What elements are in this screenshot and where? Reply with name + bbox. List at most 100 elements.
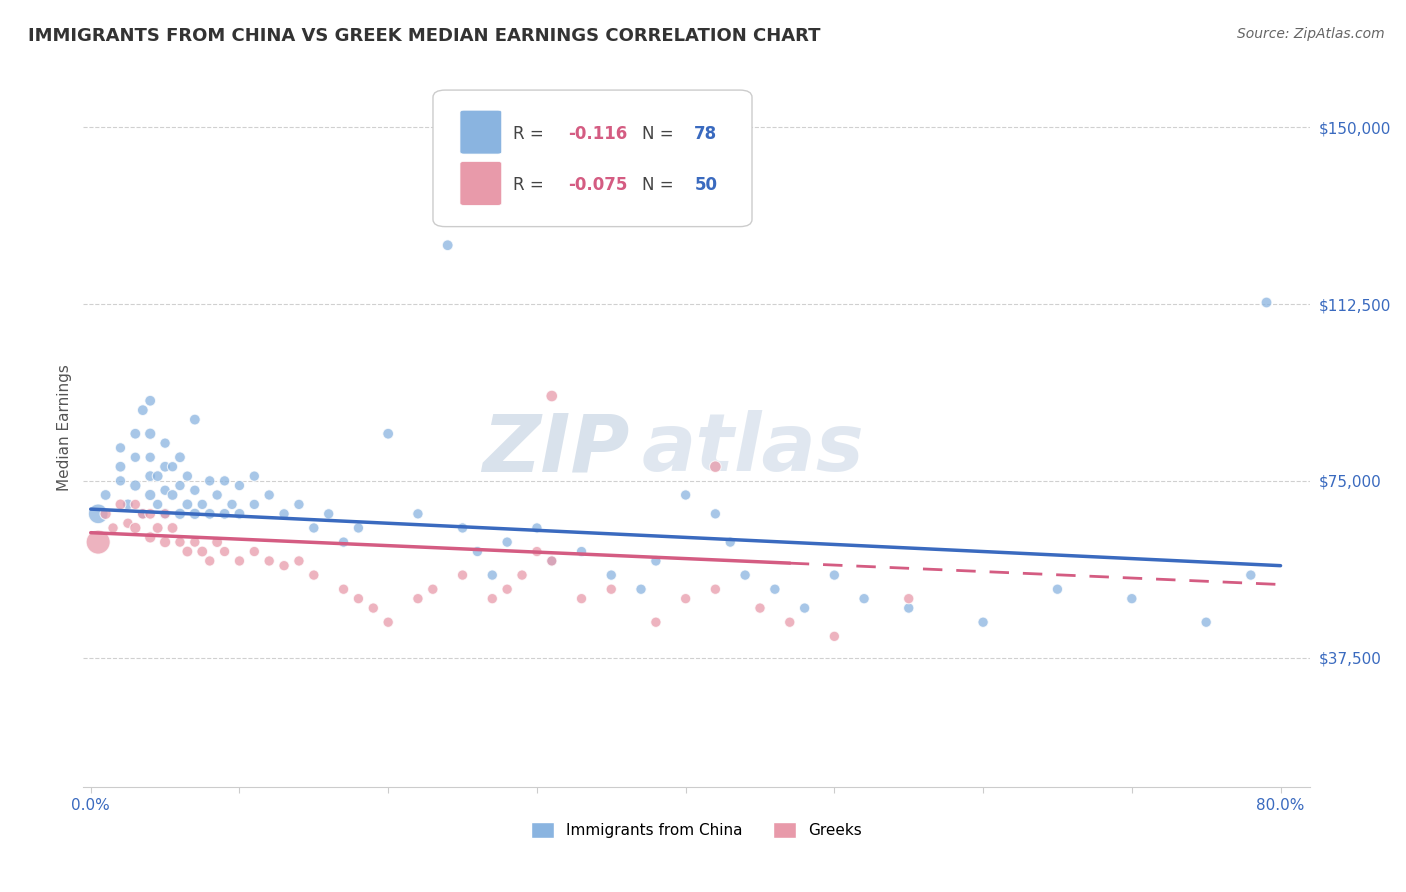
Point — [94, 488, 117, 502]
Point — [481, 568, 503, 582]
Point — [205, 535, 228, 549]
Point — [1046, 582, 1069, 597]
Point — [139, 488, 162, 502]
Point — [302, 568, 325, 582]
Point — [87, 535, 110, 549]
Point — [332, 582, 354, 597]
Point — [257, 554, 280, 568]
Point — [510, 568, 533, 582]
Point — [228, 507, 250, 521]
Point — [214, 544, 236, 558]
Point — [675, 488, 697, 502]
Point — [146, 469, 169, 483]
Point — [734, 568, 756, 582]
Point — [153, 459, 176, 474]
Point — [139, 507, 162, 521]
Point — [600, 568, 623, 582]
Text: 50: 50 — [695, 177, 717, 194]
Point — [198, 554, 221, 568]
Point — [243, 497, 266, 511]
Point — [406, 591, 429, 606]
Point — [132, 403, 155, 417]
Point — [644, 554, 666, 568]
Point — [288, 497, 311, 511]
Point — [110, 441, 132, 455]
Point — [169, 507, 191, 521]
Point — [481, 591, 503, 606]
Point — [162, 488, 184, 502]
Point — [176, 544, 198, 558]
Point — [132, 507, 155, 521]
Point — [347, 521, 370, 535]
Point — [273, 507, 295, 521]
Point — [221, 497, 243, 511]
Point — [779, 615, 801, 630]
Text: R =: R = — [513, 177, 548, 194]
Point — [198, 507, 221, 521]
Point — [823, 629, 845, 643]
Point — [94, 507, 117, 521]
Point — [110, 459, 132, 474]
Point — [496, 582, 519, 597]
Point — [302, 521, 325, 535]
Point — [436, 238, 458, 252]
Point — [228, 478, 250, 492]
Point — [191, 497, 214, 511]
Point — [363, 601, 385, 615]
Point — [124, 450, 146, 465]
Point — [117, 497, 139, 511]
Point — [288, 554, 311, 568]
Point — [377, 426, 399, 441]
Point — [214, 474, 236, 488]
Point — [124, 426, 146, 441]
Point — [273, 558, 295, 573]
Point — [823, 568, 845, 582]
Point — [153, 436, 176, 450]
Text: IMMIGRANTS FROM CHINA VS GREEK MEDIAN EARNINGS CORRELATION CHART: IMMIGRANTS FROM CHINA VS GREEK MEDIAN EA… — [28, 27, 821, 45]
Point — [853, 591, 876, 606]
Point — [101, 521, 124, 535]
Point — [540, 389, 562, 403]
Point — [526, 544, 548, 558]
Point — [897, 591, 920, 606]
Point — [526, 521, 548, 535]
Point — [169, 478, 191, 492]
Point — [540, 554, 562, 568]
Point — [176, 497, 198, 511]
Text: -0.075: -0.075 — [568, 177, 627, 194]
Point — [406, 507, 429, 521]
Point — [704, 459, 727, 474]
Point — [146, 497, 169, 511]
Point — [600, 582, 623, 597]
Point — [540, 554, 562, 568]
Point — [1240, 568, 1263, 582]
Point — [139, 426, 162, 441]
Point — [139, 469, 162, 483]
Point — [1121, 591, 1143, 606]
Text: atlas: atlas — [641, 410, 865, 489]
Text: ZIP: ZIP — [482, 410, 630, 489]
Point — [124, 478, 146, 492]
Point — [214, 507, 236, 521]
Legend: Immigrants from China, Greeks: Immigrants from China, Greeks — [524, 816, 869, 844]
Point — [191, 544, 214, 558]
Point — [571, 591, 593, 606]
Y-axis label: Median Earnings: Median Earnings — [58, 365, 72, 491]
Point — [153, 483, 176, 498]
Point — [422, 582, 444, 597]
Text: 78: 78 — [695, 125, 717, 143]
Point — [749, 601, 772, 615]
FancyBboxPatch shape — [460, 111, 502, 154]
Point — [124, 497, 146, 511]
Point — [132, 507, 155, 521]
Point — [87, 507, 110, 521]
Point — [169, 450, 191, 465]
Point — [184, 412, 207, 426]
Point — [451, 568, 474, 582]
Point — [110, 497, 132, 511]
Point — [153, 507, 176, 521]
Point — [139, 393, 162, 408]
Point — [228, 554, 250, 568]
Text: N =: N = — [641, 177, 679, 194]
Point — [169, 535, 191, 549]
